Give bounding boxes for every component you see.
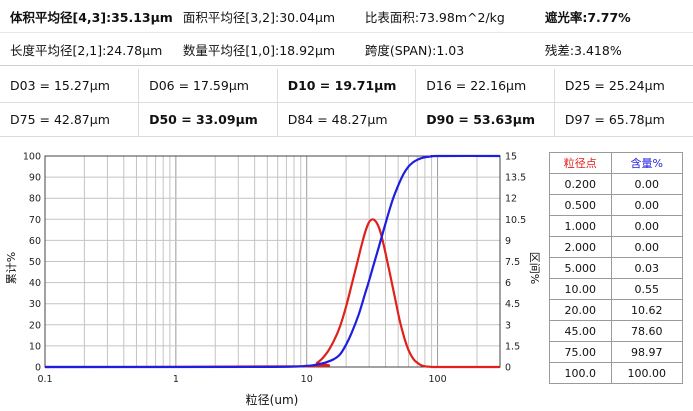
stat-cell: 跨度(SPAN):1.03	[354, 32, 535, 66]
y-left-tick-label: 80	[29, 194, 41, 205]
stat-cell: 体积平均径[4,3]:35.13μm	[0, 0, 173, 33]
y-left-tick-label: 90	[29, 173, 41, 184]
y-left-tick-label: 50	[29, 257, 41, 268]
stat-cell: 残差:3.418%	[534, 32, 693, 66]
d-value-cell: D25 = 25.24μm	[554, 69, 693, 103]
y-right-tick-label: 3	[505, 320, 511, 331]
content-percent-cell: 100.00	[610, 362, 684, 384]
content-percent-cell: 0.03	[610, 257, 684, 279]
y-right-tick-label: 7.5	[505, 257, 520, 268]
particle-table-row: 100.0 100.00	[549, 362, 684, 384]
y-left-tick-label: 70	[29, 215, 41, 226]
d-value-cell: D10 = 19.71μm	[277, 69, 417, 103]
y-left-tick-label: 0	[35, 363, 41, 374]
particle-table-row: 10.00 0.55	[549, 278, 684, 300]
y-left-tick-label: 100	[23, 152, 41, 163]
y-right-tick-label: 4.5	[505, 299, 520, 310]
y-right-tick-label: 12	[505, 194, 517, 205]
stat-cell: 面积平均径[3,2]:30.04μm	[172, 0, 355, 33]
stat-cell: 比表面积:73.98m^2/kg	[354, 0, 535, 33]
particle-size-cell: 1.000	[549, 215, 612, 237]
content-percent-cell: 0.00	[610, 236, 684, 258]
particle-size-cell: 45.00	[549, 320, 612, 342]
y-right-tick-label: 13.5	[505, 173, 526, 184]
x-tick-label: 0.1	[37, 374, 52, 385]
d-value-cell: D50 = 33.09μm	[138, 102, 278, 137]
y-left-tick-label: 60	[29, 236, 41, 247]
content-percent-cell: 0.00	[610, 173, 684, 195]
particle-size-cell: 0.500	[549, 194, 612, 216]
content-percent-cell: 0.00	[610, 215, 684, 237]
x-tick-label: 1	[173, 374, 179, 385]
cumulative-distribution-line	[44, 154, 501, 369]
y-left-tick-label: 40	[29, 278, 41, 289]
y-right-tick-label: 6	[505, 278, 511, 289]
d-values-table: D03 = 15.27μm D06 = 17.59μm D10 = 19.71μ…	[0, 69, 693, 137]
particle-table-row: 75.00 98.97	[549, 341, 684, 363]
particle-size-cell: 5.000	[549, 257, 612, 279]
d-value-cell: D06 = 17.59μm	[138, 69, 278, 103]
chart-ticks: 0 10 20 30 40 50 60 70 80 90 100 0 1.5 3 4.5 6 7.5 9 10.5 1…	[23, 152, 526, 386]
content-percent-cell: 78.60	[610, 320, 684, 342]
x-axis-label: 粒径(um)	[246, 392, 299, 407]
y-right-tick-label: 10.5	[505, 215, 526, 226]
particle-size-cell: 0.200	[549, 173, 612, 195]
d-value-cell: D16 = 22.16μm	[415, 69, 555, 103]
stats-table: 体积平均径[4,3]:35.13μm 面积平均径[3,2]:30.04μm 比表…	[0, 0, 693, 66]
y-axis-right-label: 区间%	[528, 252, 541, 284]
content-percent-cell: 10.62	[610, 299, 684, 321]
content-percent-cell: 0.55	[610, 278, 684, 300]
y-right-tick-label: 1.5	[505, 341, 520, 352]
d-value-cell: D90 = 53.63μm	[415, 102, 555, 137]
y-right-tick-label: 9	[505, 236, 511, 247]
particle-size-cell: 20.00	[549, 299, 612, 321]
y-left-tick-label: 10	[29, 341, 41, 352]
d-value-cell: D03 = 15.27μm	[0, 69, 140, 103]
chart-grid	[44, 155, 501, 368]
content-percent-header: 含量%	[610, 152, 684, 174]
d-value-cell: D84 = 48.27μm	[277, 102, 417, 137]
particle-size-cell: 75.00	[549, 341, 612, 363]
distribution-chart: 0 10 20 30 40 50 60 70 80 90 100 0 1.5 3 4.5 6 7.5 9 10.5 1…	[5, 152, 541, 408]
d-value-cell: D75 = 42.87μm	[0, 102, 140, 137]
y-left-tick-label: 20	[29, 320, 41, 331]
particle-size-cell: 100.0	[549, 362, 612, 384]
stat-cell: 数量平均径[1,0]:18.92μm	[172, 32, 355, 66]
particle-table-row: 0.200 0.00	[549, 173, 684, 195]
particle-size-cell: 10.00	[549, 278, 612, 300]
x-tick-label: 100	[428, 374, 446, 385]
y-axis-left-label: 累计%	[5, 252, 18, 284]
particle-size-table: 粒径点 含量% 0.200 0.00 0.500 0.00 1.000 0.00 2.000…	[549, 152, 684, 384]
y-right-tick-label: 0	[505, 363, 511, 374]
particle-table-row: 45.00 78.60	[549, 320, 684, 342]
chart-series	[44, 154, 501, 369]
content-percent-cell: 98.97	[610, 341, 684, 363]
particle-table-row: 20.00 10.62	[549, 299, 684, 321]
particle-table-row: 0.500 0.00	[549, 194, 684, 216]
particle-table-row: 2.000 0.00	[549, 236, 684, 258]
stat-cell: 长度平均径[2,1]:24.78μm	[0, 32, 173, 66]
y-right-tick-label: 15	[505, 152, 517, 163]
particle-size-header: 粒径点	[549, 152, 612, 174]
content-percent-cell: 0.00	[610, 194, 684, 216]
particle-table-row: 5.000 0.03	[549, 257, 684, 279]
stat-cell: 遮光率:7.77%	[534, 0, 693, 33]
interval-distribution-line	[44, 218, 500, 369]
d-value-cell: D97 = 65.78μm	[554, 102, 693, 137]
particle-table-row: 1.000 0.00	[549, 215, 684, 237]
particle-size-cell: 2.000	[549, 236, 612, 258]
x-tick-label: 10	[301, 374, 313, 385]
y-left-tick-label: 30	[29, 299, 41, 310]
